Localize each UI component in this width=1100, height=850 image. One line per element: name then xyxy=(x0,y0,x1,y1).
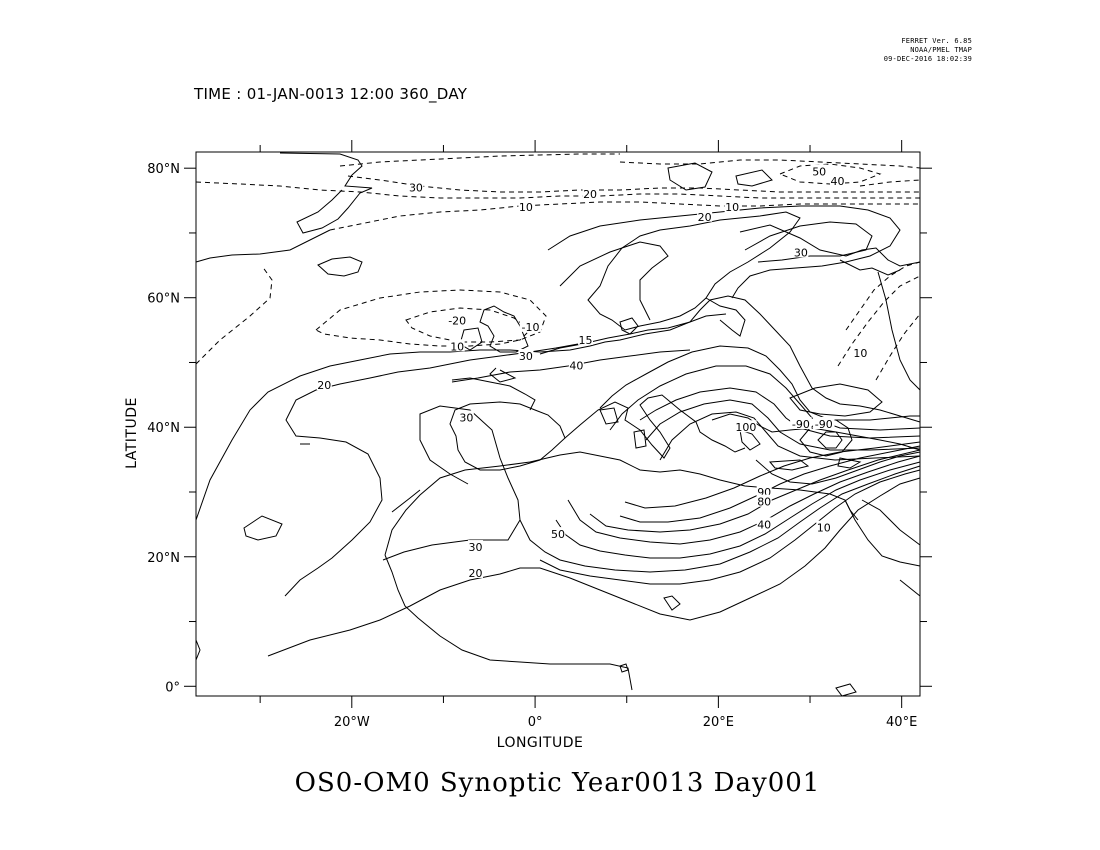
contour-label-bg xyxy=(518,349,534,361)
contour-label: 50 xyxy=(551,528,565,541)
y-tick-label: 80°N xyxy=(147,162,180,177)
y-tick-label: 0° xyxy=(165,680,180,695)
contour-label: 50 xyxy=(812,165,826,178)
contour-label-bg xyxy=(577,332,593,345)
contour-label: 10 xyxy=(817,522,831,535)
contour-label-bg xyxy=(756,517,772,530)
x-axis-label: LONGITUDE xyxy=(496,735,584,751)
contour-label: 10 xyxy=(725,201,739,214)
contour-label: 30 xyxy=(409,182,423,195)
contour-label: 10 xyxy=(450,340,464,353)
contour-label-bg xyxy=(813,417,835,429)
contour-label-bg xyxy=(518,200,534,213)
contour-label-bg xyxy=(446,313,468,326)
contour-label-bg xyxy=(519,319,542,332)
contour-label: 40 xyxy=(569,360,583,373)
contour-label: 40 xyxy=(757,518,771,531)
stamp-org: NOAA/PMEL TMAP xyxy=(910,46,972,54)
contour-label-bg xyxy=(735,420,757,433)
contour-label-bg xyxy=(468,565,484,578)
axis-ticks xyxy=(184,140,932,708)
contour-label-bg xyxy=(811,164,827,177)
contour-label-bg xyxy=(458,410,474,423)
contour-labels: 50 40 30 20 10 10 20 30 -20 -10 15 10 10 30 40 20 30 100 -… xyxy=(316,164,868,580)
x-tick-label: 40°E xyxy=(886,715,917,730)
contour-label: 30 xyxy=(459,412,473,425)
contour-label-bg xyxy=(756,485,772,497)
contour-label: 40 xyxy=(831,175,845,188)
contour-label-bg xyxy=(550,527,566,540)
contour-label: 10 xyxy=(853,347,867,360)
contour-label: 30 xyxy=(519,350,533,363)
x-tick-label: 0° xyxy=(528,715,543,730)
contour-label: 30 xyxy=(794,246,808,259)
contour-label-bg xyxy=(793,245,809,258)
contour-label: 20 xyxy=(317,379,331,392)
ferret-stamp: FERRET Ver. 6.85 NOAA/PMEL TMAP 09-DEC-2… xyxy=(884,37,972,64)
y-axis-label: LATITUDE xyxy=(124,397,140,469)
contour-label: 20 xyxy=(698,211,712,224)
contour-label-bg xyxy=(852,345,868,358)
plot-frame xyxy=(195,151,921,697)
negative-contour-lines xyxy=(195,153,921,381)
contour-label-bg xyxy=(582,187,598,200)
contour-label: 30 xyxy=(469,541,483,554)
contour-label-bg xyxy=(756,494,772,507)
contour-label: 20 xyxy=(469,567,483,580)
contour-lines xyxy=(195,205,921,657)
contour-label: -90 xyxy=(815,418,833,431)
contour-label: 15 xyxy=(578,334,592,347)
stamp-version: FERRET Ver. 6.85 xyxy=(901,37,972,45)
x-tick-label: 20°W xyxy=(334,715,370,730)
contour-label: 10 xyxy=(519,201,533,214)
contour-label-bg xyxy=(449,339,465,352)
contour-label-bg xyxy=(724,200,740,213)
contour-label-bg xyxy=(316,378,332,391)
contour-label: 20 xyxy=(583,188,597,201)
contour-label-bg xyxy=(816,520,832,533)
contour-label: -10 xyxy=(522,321,540,334)
stamp-date: 09-DEC-2016 18:02:39 xyxy=(883,55,972,63)
contour-label: 100 xyxy=(735,421,756,434)
contour-label: 80 xyxy=(757,496,771,509)
y-tick-label: 40°N xyxy=(147,421,180,436)
time-label: TIME : 01-JAN-0013 12:00 360_DAY xyxy=(194,85,468,103)
y-tick-label: 20°N xyxy=(147,551,180,566)
contour-label-bg xyxy=(468,540,484,553)
contour-label-bg xyxy=(408,180,424,193)
contour-label-bg xyxy=(568,358,584,371)
contour-label-bg xyxy=(697,209,713,222)
y-tick-label: 60°N xyxy=(147,292,180,307)
contour-label-bg xyxy=(830,174,846,187)
contour-label: -90 xyxy=(792,418,810,431)
contour-label: -20 xyxy=(448,314,466,327)
axis-tick-labels: 20°W 0° 20°E 40°E 0° 20°N 40°N 60°N 80°N xyxy=(147,162,917,730)
plot-title: OS0-OM0 Synoptic Year0013 Day001 xyxy=(294,768,821,798)
x-tick-label: 20°E xyxy=(703,715,734,730)
contour-label-bg xyxy=(790,417,812,429)
